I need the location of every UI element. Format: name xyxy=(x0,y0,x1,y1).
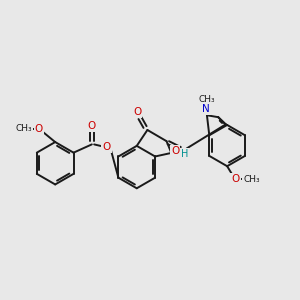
Text: O: O xyxy=(171,146,179,156)
Text: O: O xyxy=(231,174,239,184)
Text: H: H xyxy=(181,148,188,158)
Text: CH₃: CH₃ xyxy=(243,175,260,184)
Text: O: O xyxy=(133,107,141,117)
Text: O: O xyxy=(102,142,111,152)
Text: O: O xyxy=(35,124,43,134)
Text: CH₃: CH₃ xyxy=(198,94,215,103)
Text: O: O xyxy=(88,121,96,130)
Text: N: N xyxy=(202,104,210,114)
Text: CH₃: CH₃ xyxy=(15,124,32,133)
